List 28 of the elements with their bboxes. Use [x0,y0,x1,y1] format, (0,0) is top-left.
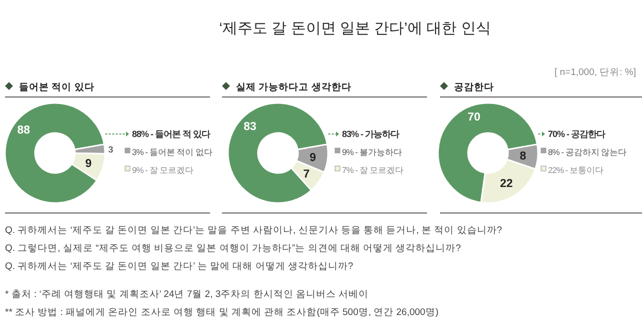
text: Q. 귀하께서는 ‘제주도 갈 돈이면 일본 간다’ 는 말에 대해 어떻게 생각하십니까? [5,261,354,272]
data-label: 3 [108,144,114,155]
text: [ n=1,000, 단위: %] [554,67,636,78]
data-label: 8 [520,150,527,163]
data-label: 9 [85,158,92,170]
text: ‘제주도 갈 돈이면 일본 간다’에 대한 인식 [219,20,491,37]
legend-label: 3% - 들어본 적이 없다 [132,147,214,157]
data-label: 7 [303,168,310,180]
data-label: 22 [500,178,513,190]
data-label: 83 [244,120,256,133]
legend-label: 22% - 보통이다 [548,165,604,175]
legend-label: 8% - 공감하지 않는다 [548,147,628,157]
text: * 출처 : ‘주례 여행행태 및 계획조사’ 24년 7월 2, 3주차의 한시적인 옴니버스 서베이 [5,289,369,300]
chart-title: 실제 가능하다고 생각한다 [236,82,352,93]
data-label: 9 [310,152,316,164]
legend-label: 7% - 잘 모르겠다 [342,165,404,175]
legend-label: 83% - 가능하다 [342,129,400,139]
text: Q. 귀하께서는 ‘제주도 갈 돈이면 일본 간다’는 말을 주변 사람이나, 신문기사 등을 통해 듣거나, 본 적이 있습니까? [5,225,502,236]
legend-label: 70% - 공감한다 [548,129,606,139]
text: ** 조사 방법 : 패널에게 온라인 조사로 여행 행태 및 계획에 관해 조사함(매주 500명, 연간 26,000명) [5,307,438,318]
data-label: 88 [17,124,31,137]
text: Q. 그렇다면, 실제로 “제주도 여행 비용으로 일본 여행이 가능하다”는 의견에 대해 어떻게 생각하십니까? [5,243,461,254]
legend-label: 9% - 불가능하다 [342,147,402,157]
legend-label: 88% - 들어본 적 있다 [132,129,211,139]
chart-title: 공감한다 [454,82,494,93]
chart-title: 들어본 적이 있다 [19,82,94,93]
data-label: 70 [468,112,480,124]
legend-label: 9% - 잘 모르겠다 [132,165,194,175]
